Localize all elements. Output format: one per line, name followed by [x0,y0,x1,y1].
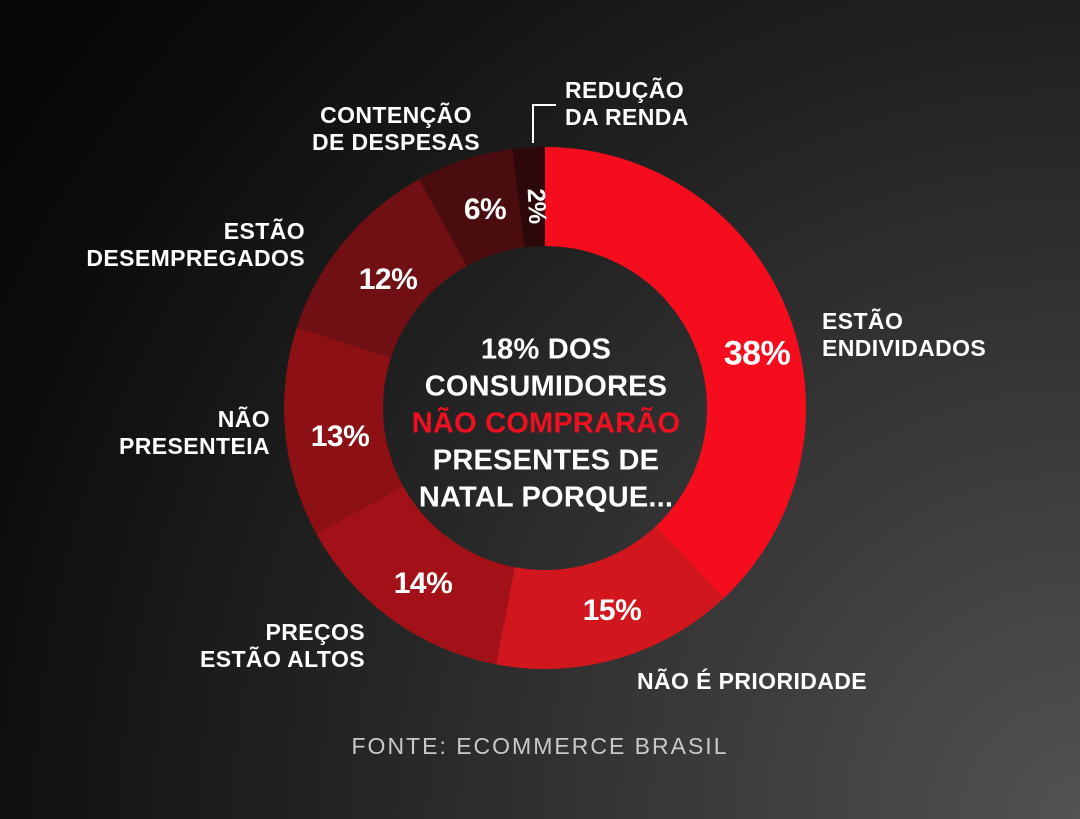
donut-slice-6 [512,147,545,248]
label-nao-e-prioridade: NÃO É PRIORIDADE [637,668,868,694]
donut-slice-1 [496,526,724,669]
value-label-13pct: 13% [310,420,370,453]
headline-top: 18% DOS CONSUMIDORES [424,333,668,403]
label-estao-endividados: ESTÃO ENDIVIDADOS [822,308,987,361]
label-nao-presenteia: NÃO PRESENTEIA [119,406,270,459]
value-label-6pct: 6% [463,193,507,226]
donut-center-headline: 18% DOS CONSUMIDORES NÃO COMPRARÃO PRESENT… [376,332,716,517]
value-label-12pct: 12% [358,263,418,296]
source-credit: FONTE: ECOMMERCE BRASIL [351,733,729,759]
reducao-da-renda-callout-line [532,104,556,143]
donut-slice-4 [296,179,467,358]
donut-slice-5 [419,149,525,267]
headline-highlight-text: NÃO COMPRARÃO [411,407,681,440]
headline-highlight: NÃO COMPRARÃO [412,408,680,440]
donut-slice-3 [284,327,404,534]
headline-bottom: PRESENTES DE NATAL PORQUE... [418,444,674,514]
value-label-15pct: 15% [582,594,642,627]
donut-slice-2 [316,486,515,665]
label-precos-estao-altos: PREÇOS ESTÃO ALTOS [200,619,365,672]
value-label-38pct: 38% [723,334,791,373]
label-contencao-de-despesas: CONTENÇÃO DE DESPESAS [311,102,481,155]
donut-slice-0 [545,147,806,599]
donut-slices-group [284,147,806,669]
label-reducao-da-renda: REDUÇÃO DA RENDA [565,77,689,130]
label-estao-desempregados: ESTÃO DESEMPREGADOS [86,218,305,271]
value-label-2pct: 2% [521,187,552,225]
value-label-14pct: 14% [393,567,453,600]
